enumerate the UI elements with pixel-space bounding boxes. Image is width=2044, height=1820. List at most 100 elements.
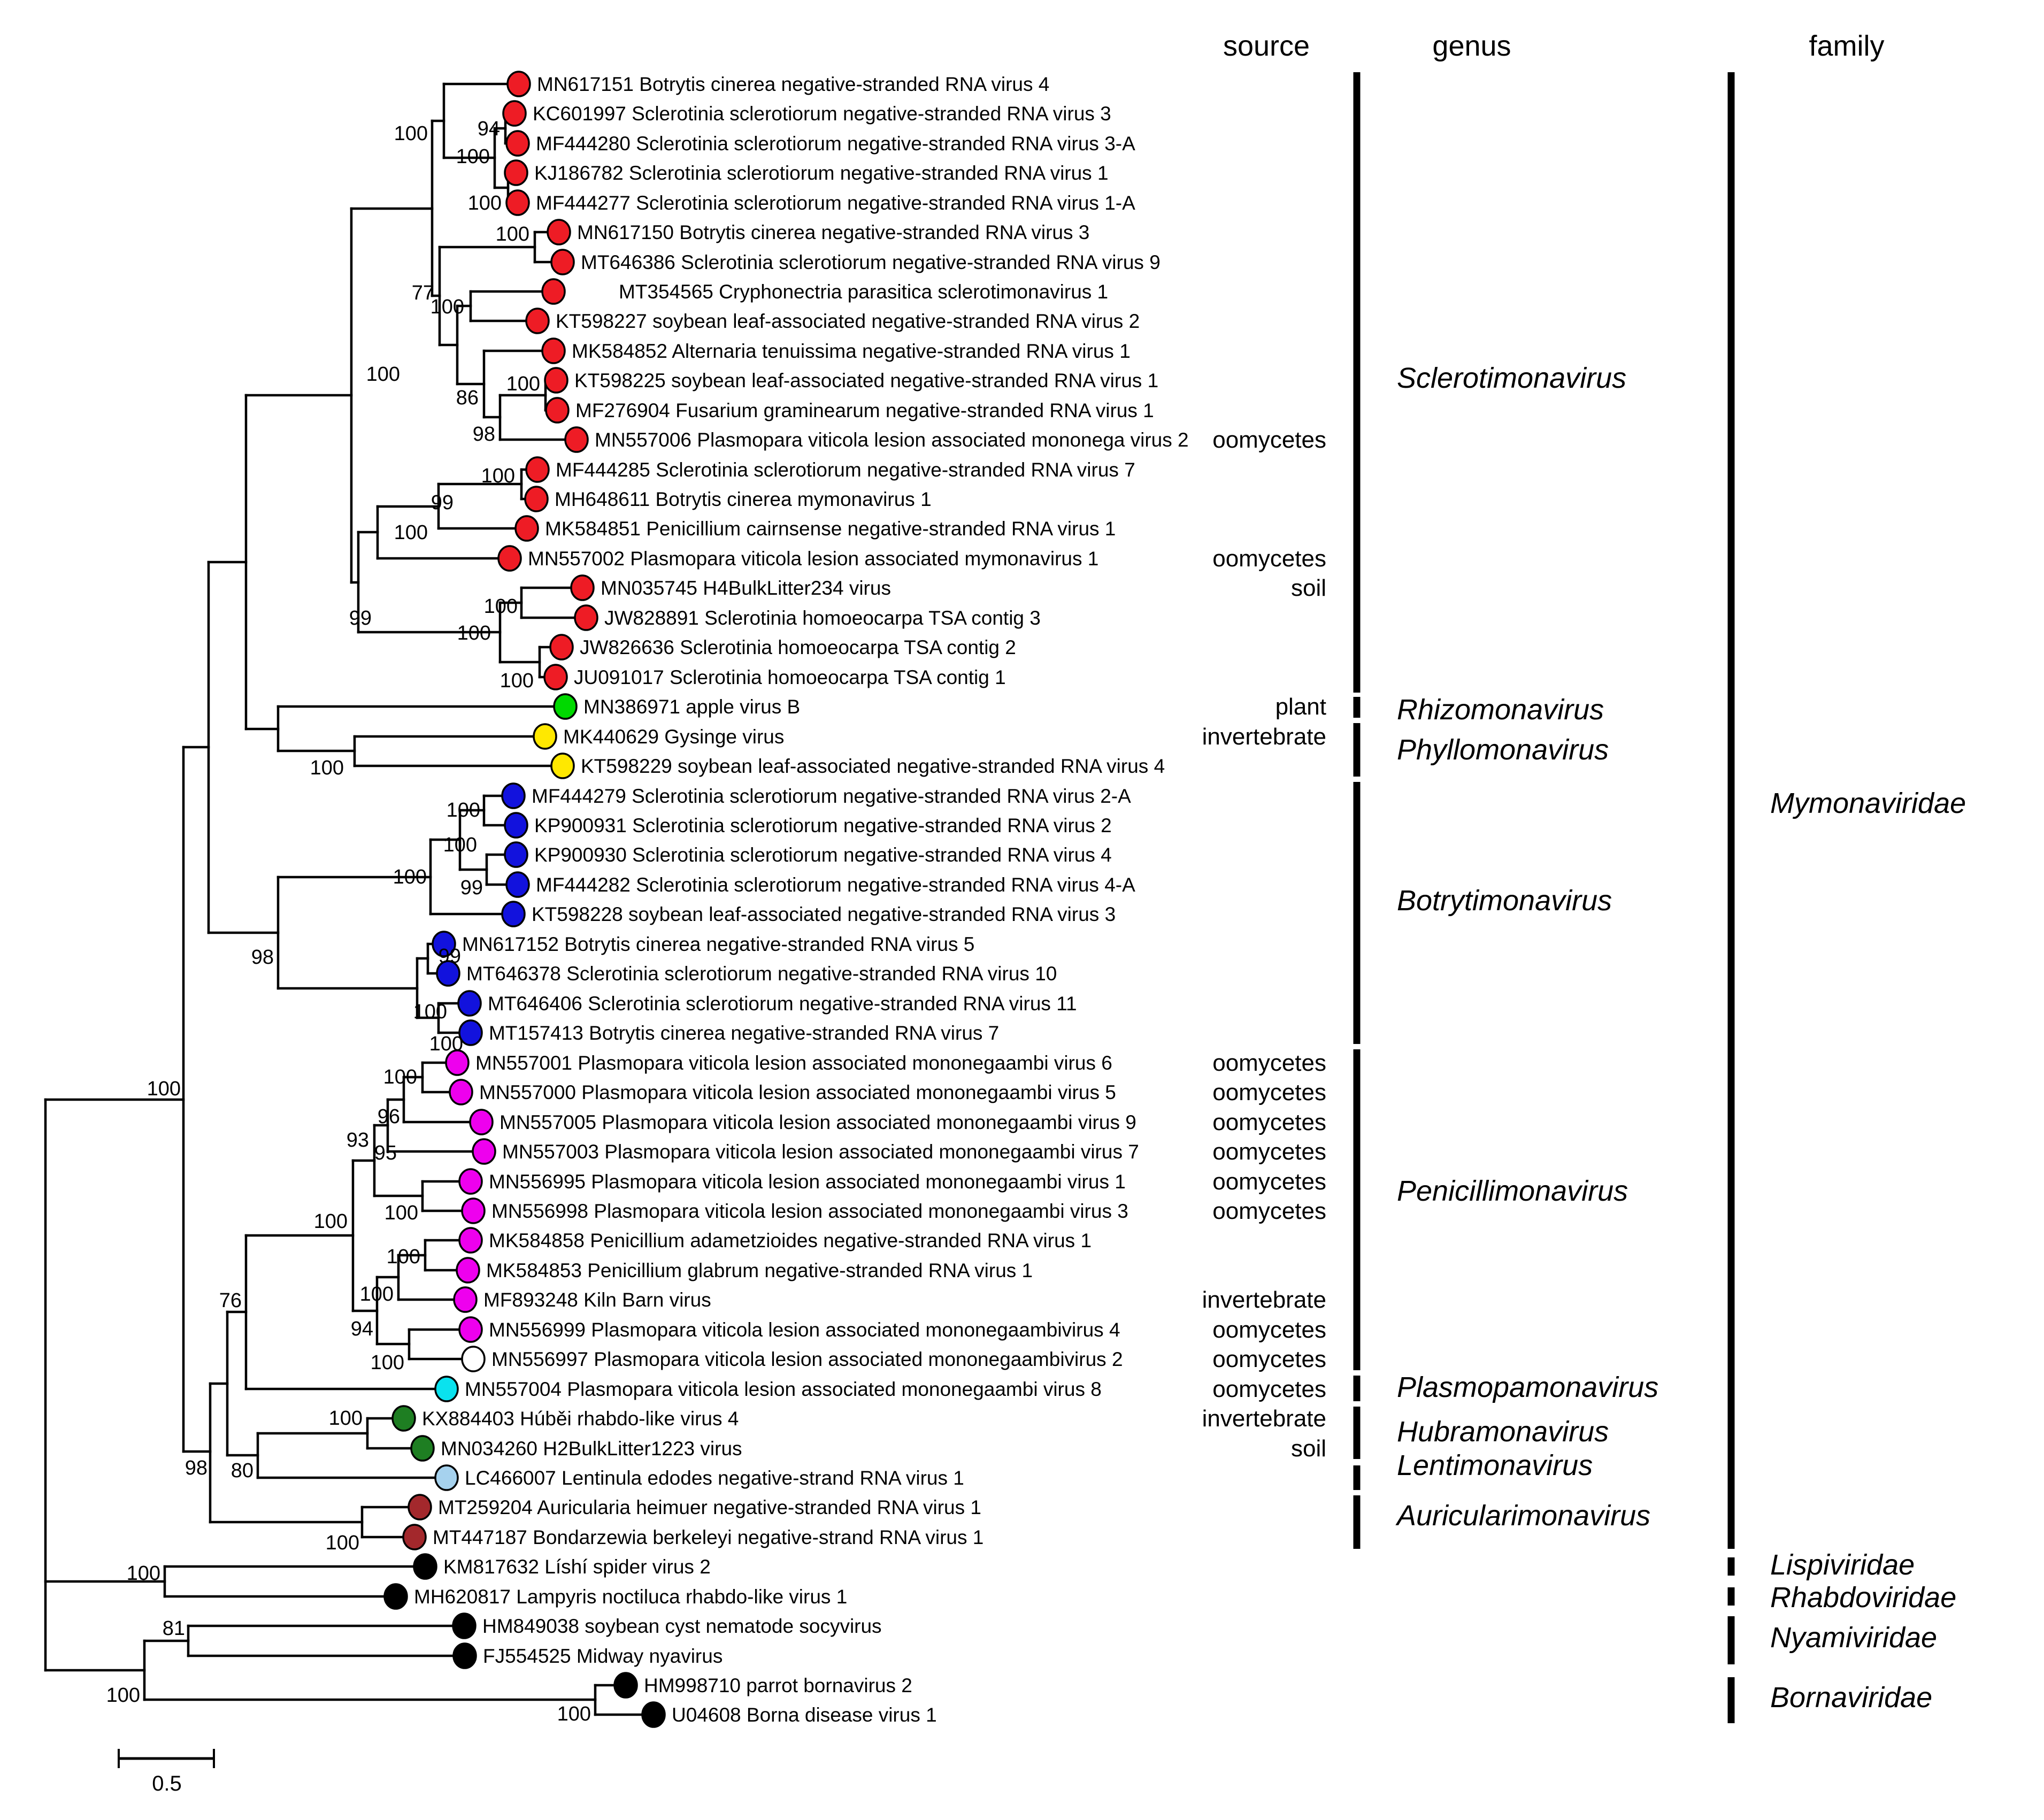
taxon-label: MK440629 Gysinge virus [563,726,784,748]
taxon-label: MN557005 Plasmopara viticola lesion asso… [500,1111,1136,1133]
taxon-label: MF444285 Sclerotinia sclerotiorum negati… [556,459,1135,481]
bootstrap-value: 100 [387,1246,420,1268]
taxon-label: KT598228 soybean leaf-associated negativ… [532,903,1116,925]
bootstrap-value: 86 [456,387,479,409]
taxon-label: KP900931 Sclerotinia sclerotiorum negati… [534,815,1112,836]
family-name-label: Mymonaviridae [1770,787,1966,819]
taxon-dot-red [545,397,570,424]
taxon-dot-black [413,1553,437,1580]
genus-name-label: Rhizomonavirus [1397,694,1604,726]
column-header-family: family [1809,30,1885,62]
taxon-label: JW828891 Sclerotinia homoeocarpa TSA con… [604,607,1041,629]
source-label: oomycetes [1212,1079,1326,1105]
taxon-dot-blue [457,990,482,1017]
taxon-dot-black [452,1642,477,1669]
taxon-dot-magenta [458,1227,483,1254]
source-label: oomycetes [1212,546,1326,572]
taxon-label: MN617150 Botrytis cinerea negative-stran… [577,221,1089,243]
bootstrap-value: 100 [484,595,518,618]
taxon-label: KT598225 soybean leaf-associated negativ… [574,370,1158,391]
taxon-label: MN556999 Plasmopara viticola lesion asso… [489,1319,1120,1341]
taxon-label: MT157413 Botrytis cinerea negative-stran… [489,1022,999,1044]
taxon-dot-lightblue [434,1464,459,1491]
bootstrap-value: 100 [360,1283,394,1306]
source-label: plant [1275,694,1326,720]
taxon-dot-red [502,100,527,127]
bootstrap-value: 99 [349,607,372,629]
taxon-dot-black [383,1583,408,1610]
taxon-label: MF893248 Kiln Barn virus [483,1289,711,1311]
column-header-source: source [1223,30,1310,62]
bootstrap-value: 96 [378,1105,400,1128]
source-label: soil [1291,575,1326,601]
source-label: invertebrate [1202,1406,1326,1432]
taxon-dot-magenta [472,1138,496,1165]
taxon-dot-darkred [402,1524,427,1550]
bootstrap-value: 95 [374,1142,397,1164]
taxon-dot-red [541,278,566,305]
genus-name-label: Penicillimonavirus [1397,1175,1628,1207]
taxon-dot-red [504,159,528,186]
bootstrap-value: 100 [394,122,428,145]
bootstrap-value: 94 [478,118,500,140]
taxon-dot-magenta [458,1168,483,1195]
source-label: oomycetes [1212,1169,1326,1195]
taxon-dot-blue [436,960,460,987]
taxon-dot-red [570,574,595,601]
taxon-label: U04608 Borna disease virus 1 [672,1704,937,1726]
taxon-dot-red [543,664,568,690]
taxon-dot-red [505,130,530,157]
bootstrap-value: 100 [385,1202,418,1224]
bootstrap-value: 100 [456,145,490,168]
taxon-dot-magenta [469,1109,494,1135]
taxon-label: MK584853 Penicillium glabrum negative-st… [486,1260,1033,1281]
scale-bar-label: 0.5 [152,1772,182,1795]
taxon-label: MT646378 Sclerotinia sclerotiorum negati… [466,963,1057,985]
taxon-label: KX884403 Húběi rhabdo-like virus 4 [422,1408,739,1430]
bootstrap-value: 98 [473,423,495,446]
genus-name-label: Sclerotimonavirus [1397,362,1626,394]
source-label: invertebrate [1202,724,1326,750]
bootstrap-value: 100 [393,866,427,888]
taxon-label: MT447187 Bondarzewia berkeleyi negative-… [433,1526,983,1548]
taxon-label: MH620817 Lampyris noctiluca rhabdo-like … [414,1586,847,1608]
taxon-label: MT646386 Sclerotinia sclerotiorum negati… [581,251,1161,273]
taxon-label: MT354565 Cryphonectria parasitica sclero… [619,281,1108,303]
source-label: oomycetes [1212,1198,1326,1224]
genus-name-label: Hubramonavirus [1397,1416,1609,1448]
bootstrap-value: 100 [500,670,534,692]
bootstrap-value: 100 [506,373,540,395]
bootstrap-value: 100 [557,1703,591,1725]
taxon-label: KM817632 Líshí spider virus 2 [443,1556,711,1578]
source-label: oomycetes [1212,1050,1326,1076]
taxon-dot-red [524,486,549,512]
taxon-dot-red [544,367,568,394]
source-label: oomycetes [1212,1317,1326,1343]
bootstrap-value: 100 [371,1351,404,1374]
taxon-dot-red [564,426,589,453]
source-label: oomycetes [1212,1376,1326,1402]
bootstrap-value: 100 [366,363,400,386]
taxon-dot-red [497,545,522,572]
bootstrap-value: 76 [219,1289,242,1312]
bootstrap-value: 94 [351,1318,373,1340]
family-name-label: Bornaviridae [1770,1681,1932,1714]
taxon-dot-blue [504,841,528,868]
bootstrap-value: 100 [310,757,344,779]
taxon-label: LC466007 Lentinula edodes negative-stran… [465,1467,964,1489]
source-label: soil [1291,1435,1326,1462]
taxon-label: MK584858 Penicillium adametzioides negat… [489,1230,1092,1251]
source-label: invertebrate [1202,1287,1326,1313]
taxon-dot-red [525,308,550,334]
taxon-label: MF444280 Sclerotinia sclerotiorum negati… [536,133,1135,155]
taxon-label: MN034260 H2BulkLitter1223 virus [441,1438,742,1460]
taxon-label: MH648611 Botrytis cinerea mymonavirus 1 [555,488,932,510]
family-name-label: Lispiviridae [1770,1549,1915,1581]
taxon-label: MK584851 Penicillium cairnsense negative… [545,518,1116,540]
taxon-dot-magenta [458,1316,483,1343]
taxon-label: MT259204 Auricularia heimuer negative-st… [438,1496,981,1518]
taxon-label: KT598229 soybean leaf-associated negativ… [581,755,1165,777]
bootstrap-value: 100 [429,1033,463,1055]
bootstrap-value: 98 [251,946,274,969]
